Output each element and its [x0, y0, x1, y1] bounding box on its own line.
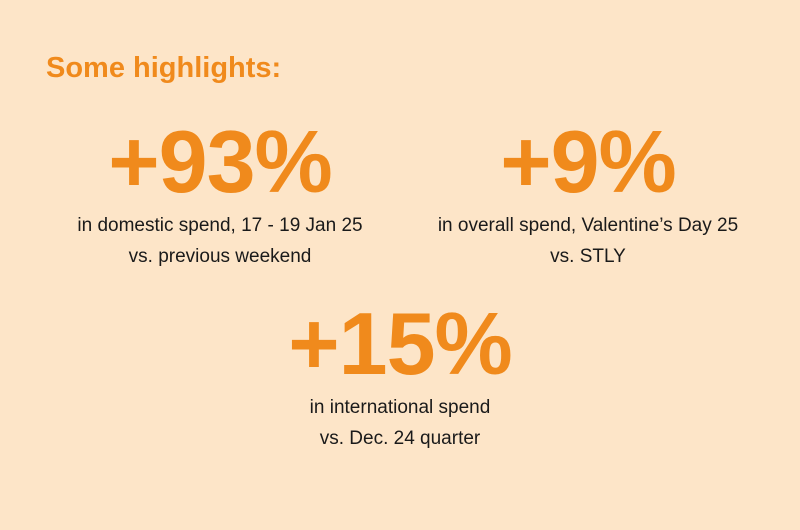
stat-description: in overall spend, Valentine’s Day 25 vs.…: [400, 210, 776, 272]
stat-description-line2: vs. previous weekend: [128, 246, 312, 267]
stat-description-line1: in international spend: [309, 397, 491, 418]
stat-value: +15%: [288, 294, 513, 393]
stat-value: +93%: [108, 112, 333, 211]
stat-description-line2: vs. STLY: [550, 246, 626, 267]
stat-description-line1: in overall spend, Valentine’s Day 25: [437, 215, 739, 236]
stat-international-spend: +15% in international spend vs. Dec. 24 …: [200, 300, 600, 454]
stat-description: in domestic spend, 17 - 19 Jan 25 vs. pr…: [40, 210, 400, 272]
stat-description-line1: in domestic spend, 17 - 19 Jan 25: [77, 215, 363, 236]
stat-description: in international spend vs. Dec. 24 quart…: [200, 392, 600, 454]
stat-value: +9%: [500, 112, 677, 211]
stat-overall-spend: +9% in overall spend, Valentine’s Day 25…: [400, 118, 776, 272]
highlights-heading: Some highlights:: [46, 52, 282, 84]
stat-domestic-spend: +93% in domestic spend, 17 - 19 Jan 25 v…: [40, 118, 400, 272]
stat-description-line2: vs. Dec. 24 quarter: [319, 428, 481, 449]
